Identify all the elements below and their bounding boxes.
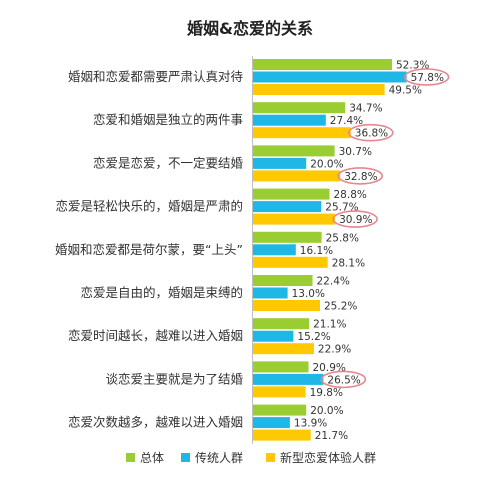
bar[interactable] [253, 170, 341, 182]
legend-swatch [266, 453, 275, 462]
bar[interactable] [253, 127, 351, 139]
category-label: 婚姻和恋爱都是荷尔蒙，要“上头” [55, 242, 243, 257]
bar[interactable] [253, 231, 322, 243]
highlight-ellipse [320, 370, 367, 389]
bar[interactable] [253, 102, 346, 114]
bar[interactable] [253, 287, 288, 299]
category-label: 恋爱是自由的，婚姻是束缚的 [80, 285, 243, 300]
category-label: 恋爱是恋爱，不一定要结婚 [93, 155, 244, 170]
bar[interactable] [253, 188, 330, 200]
bar[interactable] [253, 404, 307, 416]
category-label: 谈恋爱主要就是为了结婚 [105, 371, 243, 386]
bar[interactable] [253, 318, 310, 330]
bar[interactable] [253, 386, 306, 398]
bar[interactable] [253, 373, 324, 385]
highlight-ellipse [337, 167, 384, 185]
data-label: 32.8% [344, 171, 377, 183]
bar[interactable] [253, 145, 335, 157]
bar[interactable] [253, 330, 294, 342]
data-label: 30.9% [339, 214, 372, 226]
bar[interactable] [253, 201, 322, 213]
data-label: 57.8% [411, 72, 444, 84]
category-label: 恋爱次数越多，越难以进入婚姻 [68, 415, 243, 430]
data-label: 13.9% [294, 418, 327, 430]
bar[interactable] [253, 157, 307, 169]
legend: 总体 传统人群 新型恋爱体验人群 [126, 450, 376, 465]
bar[interactable] [253, 59, 392, 70]
bar[interactable] [253, 84, 385, 95]
data-label: 20.0% [310, 158, 343, 170]
data-label: 13.0% [292, 288, 325, 300]
data-label: 15.2% [297, 331, 330, 343]
category-label: 恋爱时间越长，越难以进入婚姻 [68, 328, 243, 343]
bar[interactable] [253, 343, 314, 355]
bar[interactable] [253, 300, 320, 311]
legend-label: 新型恋爱体验人群 [280, 450, 376, 465]
data-label: 22.4% [317, 276, 350, 288]
data-label: 27.4% [330, 115, 363, 127]
bar[interactable] [253, 361, 309, 373]
legend-swatch [181, 453, 190, 462]
bar[interactable] [253, 275, 313, 286]
legend-label: 总体 [140, 451, 164, 465]
data-label: 19.8% [310, 387, 343, 399]
category-label: 恋爱和婚姻是独立的两件事 [93, 112, 243, 127]
highlight-ellipse [332, 210, 378, 228]
bar[interactable] [253, 213, 336, 225]
data-label: 28.1% [332, 257, 365, 269]
data-label: 25.2% [324, 301, 357, 313]
data-label: 34.7% [349, 103, 382, 115]
data-label: 28.8% [334, 189, 367, 201]
legend-swatch [126, 453, 135, 462]
highlight-ellipse [347, 123, 394, 142]
data-label: 21.7% [315, 430, 348, 442]
bar-groups: 婚姻和恋爱都需要严肃认真对待52.3%57.8%49.5%恋爱和婚姻是独立的两件… [55, 59, 450, 442]
bar[interactable] [253, 244, 296, 256]
chart-title: 婚姻&恋爱的关系 [187, 19, 313, 38]
bar[interactable] [253, 114, 326, 126]
data-label: 25.8% [326, 232, 359, 244]
category-label: 恋爱是轻松快乐的，婚姻是严肃的 [55, 199, 243, 214]
legend-label: 传统人群 [195, 450, 243, 465]
bar[interactable] [253, 71, 407, 83]
data-label: 22.9% [318, 344, 351, 356]
data-label: 26.5% [327, 374, 360, 386]
category-label: 婚姻和恋爱都需要严肃认真对待 [68, 69, 244, 84]
data-label: 49.5% [389, 85, 422, 97]
data-label: 36.8% [355, 128, 388, 140]
data-label: 16.1% [300, 245, 333, 257]
bar[interactable] [253, 256, 328, 268]
bar[interactable] [253, 429, 311, 441]
data-label: 21.1% [313, 319, 346, 331]
bar[interactable] [253, 417, 290, 429]
data-label: 20.0% [310, 405, 343, 417]
highlight-ellipse [403, 68, 450, 86]
data-label: 30.7% [339, 146, 372, 158]
